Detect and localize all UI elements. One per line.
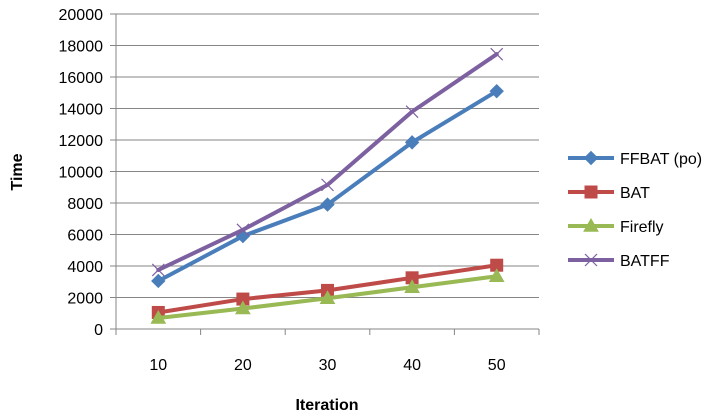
series-firefly [150, 268, 505, 324]
data-point [583, 150, 599, 166]
series-group [150, 47, 505, 324]
y-tick-labels: 0 2000 4000 6000 8000 10000 12000 14000 16000 180… [59, 7, 104, 339]
marker-stroke [236, 223, 250, 237]
marker-stroke [405, 105, 419, 119]
series-bat [151, 258, 504, 319]
data-point [236, 223, 250, 237]
y-tick-label: 20000 [59, 7, 104, 24]
marker-stroke [151, 263, 165, 277]
data-point [319, 290, 336, 305]
legend-entry: Firefly [568, 217, 664, 236]
y-tick-label: 2000 [67, 291, 103, 308]
y-tick-label: 10000 [59, 165, 104, 182]
legend-label: BATFF [620, 253, 670, 270]
data-point [320, 197, 335, 212]
data-point [488, 268, 505, 282]
gridlines [116, 13, 539, 298]
data-point [583, 217, 599, 232]
legend: FFBAT (po) BAT Firefly BATFF [568, 150, 702, 270]
y-axis-title: Time [9, 153, 26, 190]
x-tick-label: 10 [149, 357, 167, 374]
data-point [490, 47, 504, 61]
y-tick-label: 14000 [59, 102, 104, 119]
series-line [156, 52, 499, 272]
legend-entry: FFBAT (po) [568, 150, 702, 168]
legend-label: FFBAT (po) [620, 151, 702, 168]
data-point [321, 178, 334, 192]
legend-label: BAT [620, 185, 650, 202]
x-tick-label: 20 [234, 357, 252, 374]
legend-entry: BAT [568, 185, 650, 202]
y-tick-label: 4000 [67, 259, 103, 276]
x-axis-title: Iteration [295, 397, 358, 414]
marker-stroke [321, 178, 334, 192]
x-tick-label: 50 [488, 357, 506, 374]
y-tick-label: 8000 [67, 196, 103, 213]
data-point [151, 263, 165, 277]
marker-stroke [490, 47, 504, 61]
data-point [584, 185, 598, 199]
marker-stroke [584, 253, 598, 267]
data-point [584, 253, 598, 267]
data-point [404, 135, 420, 150]
x-tick-labels: 10 20 30 40 50 [149, 357, 505, 374]
axes [110, 13, 540, 335]
legend-entry: BATFF [568, 253, 670, 270]
data-point [489, 83, 504, 99]
legend-label: Firefly [620, 219, 664, 236]
y-tick-label: 0 [94, 322, 103, 339]
y-tick-label: 18000 [59, 39, 104, 56]
data-point [235, 300, 251, 315]
x-tick-label: 40 [403, 357, 421, 374]
data-point [404, 279, 420, 294]
data-point [150, 309, 167, 324]
data-point [405, 105, 419, 119]
y-tick-label: 12000 [59, 133, 104, 150]
y-tick-label: 6000 [67, 228, 103, 245]
x-tick-label: 30 [319, 357, 337, 374]
y-tick-label: 16000 [59, 70, 104, 87]
data-point [151, 273, 166, 289]
series-batff [151, 47, 504, 277]
